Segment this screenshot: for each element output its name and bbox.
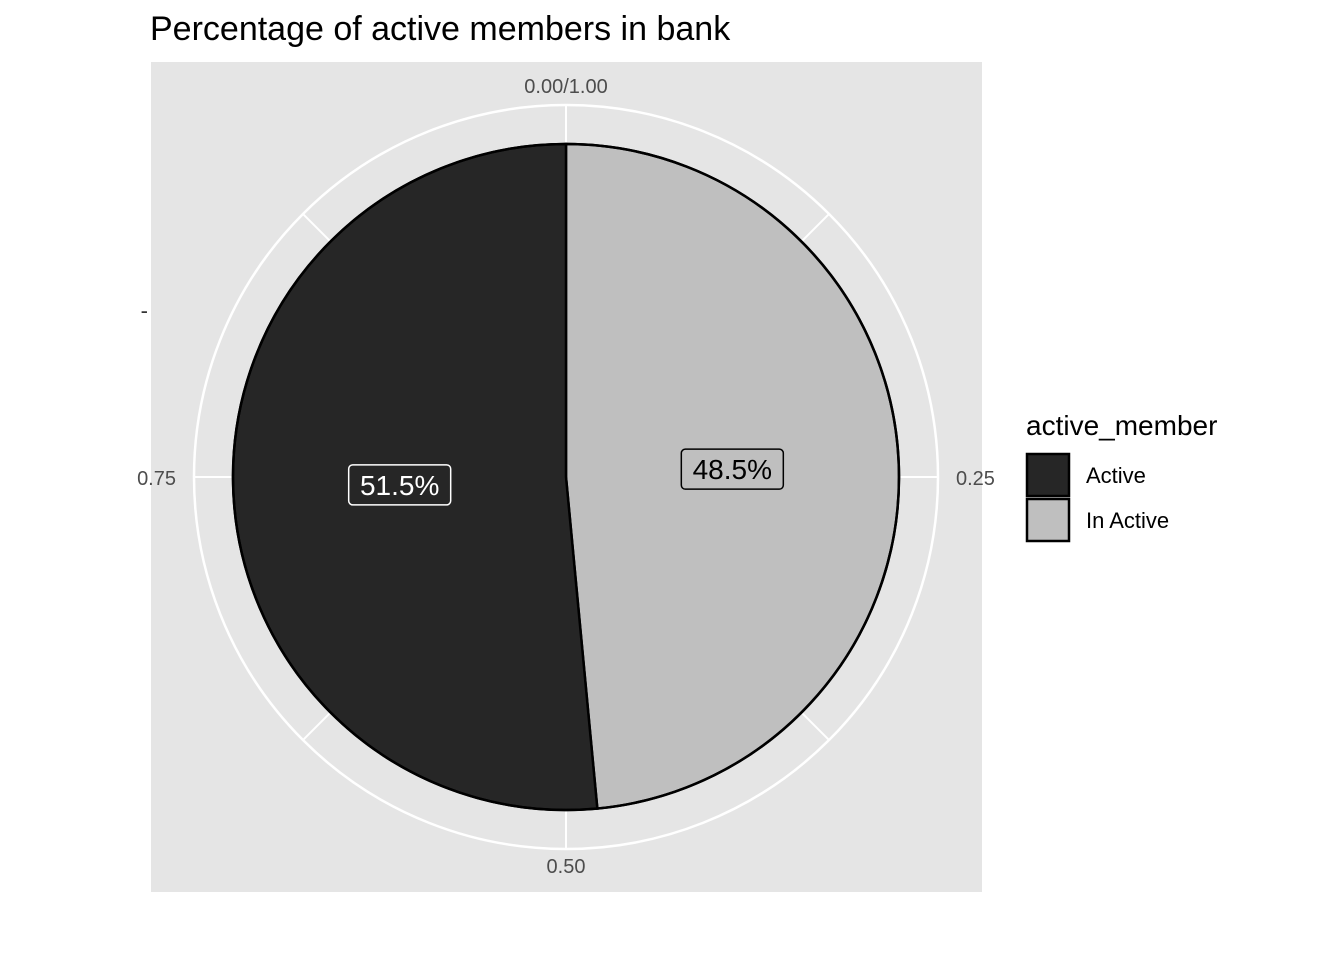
- slice-label-text: 48.5%: [693, 454, 772, 485]
- slice-label-text: 51.5%: [360, 470, 439, 501]
- legend-label-in-active: In Active: [1086, 508, 1169, 533]
- legend-key-active: [1025, 452, 1071, 498]
- legend-title: active_member: [1026, 410, 1217, 441]
- slice-label-box: [680, 448, 785, 490]
- pie-outline: [231, 142, 901, 812]
- slice-label-in-active: 48.5%: [680, 448, 785, 490]
- slice-label-box: [347, 464, 452, 506]
- pie-slices: [231, 142, 901, 812]
- y-axis-tick: -: [141, 298, 148, 323]
- legend-key-in-active: [1025, 497, 1071, 543]
- legend: active_member Active In Active: [1025, 410, 1217, 543]
- theta-tick-label: 0.75: [137, 468, 176, 490]
- theta-tick-label: 0.25: [956, 468, 995, 490]
- slice-label-active: 51.5%: [347, 464, 452, 506]
- slice-labels: 48.5% 51.5%: [347, 448, 785, 506]
- theta-axis-ticks: 0.00/1.00 0.25 0.50 0.75: [137, 76, 995, 878]
- legend-label-active: Active: [1086, 463, 1146, 488]
- legend-items: Active In Active: [1025, 452, 1169, 543]
- theta-tick-label: 0.50: [547, 856, 586, 878]
- theta-tick-label: 0.00/1.00: [524, 76, 607, 98]
- chart-title: Percentage of active members in bank: [150, 10, 731, 48]
